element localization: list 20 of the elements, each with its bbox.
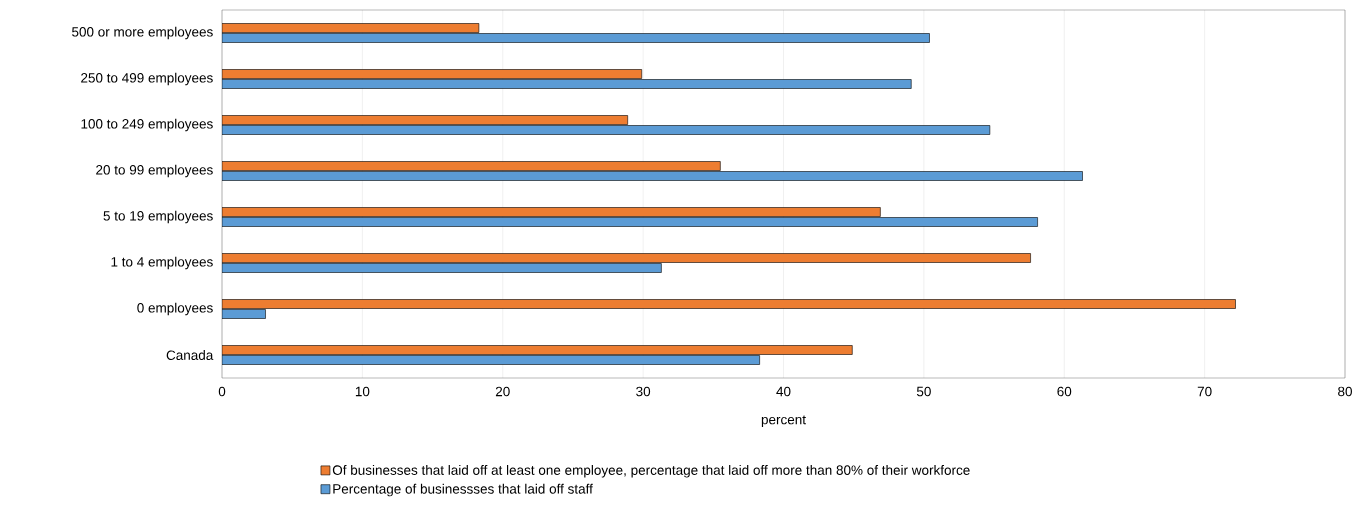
- x-tick-label: 30: [636, 386, 651, 397]
- legend-label: Of businesses that laid off at least one employee, percentage that laid off more than 80% of their workforce: [332, 464, 970, 478]
- legend-label: Percentage of businessses that laid off staff: [333, 483, 593, 497]
- y-tick-label: 250 to 499 employees: [81, 72, 213, 86]
- y-tick-label: 100 to 249 employees: [81, 118, 213, 132]
- y-tick-label: 20 to 99 employees: [96, 164, 213, 178]
- x-axis-title: percent: [761, 415, 806, 427]
- x-tick-label: 60: [1057, 386, 1072, 397]
- y-tick-label: 5 to 19 employees: [103, 210, 213, 224]
- y-tick-label: 1 to 4 employees: [111, 256, 213, 270]
- x-tick-label: 20: [495, 386, 510, 397]
- x-tick-label: 50: [916, 386, 931, 397]
- y-tick-label: Canada: [166, 350, 214, 360]
- x-tick-label: 40: [776, 386, 791, 397]
- x-tick-label: 10: [355, 386, 370, 397]
- y-tick-label: 500 or more employees: [72, 26, 213, 40]
- y-tick-label: 0 employees: [137, 302, 213, 316]
- x-tick-label: 70: [1197, 386, 1212, 397]
- x-tick-label: 0: [218, 386, 226, 397]
- x-tick-label: 80: [1338, 386, 1352, 397]
